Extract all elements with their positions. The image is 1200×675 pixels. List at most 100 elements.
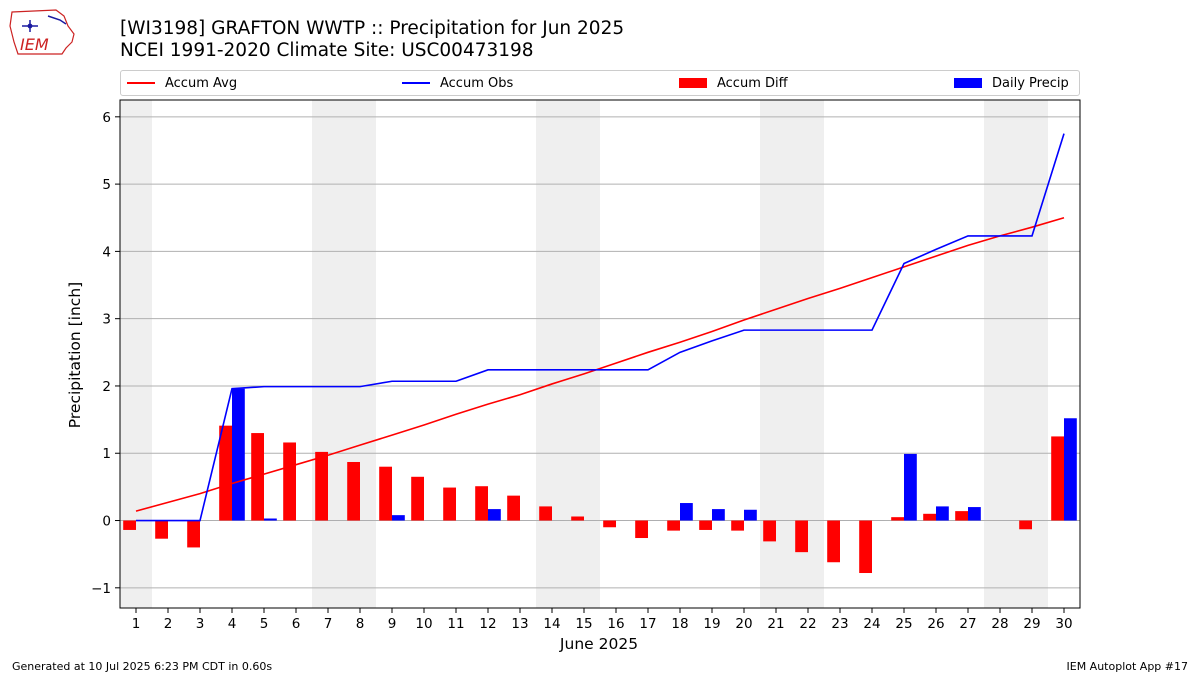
bar-daily-precip-day-25 [904,453,917,521]
chart-title: [WI3198] GRAFTON WWTP :: Precipitation f… [120,18,625,39]
bar-accum-diff-day-20 [731,520,744,531]
x-tick-label: 30 [1055,616,1072,632]
bar-accum-diff-day-16 [603,520,616,528]
y-tick-label: 6 [102,110,111,126]
bar-daily-precip-day-4 [232,388,245,521]
bar-daily-precip-day-27 [968,507,981,521]
y-axis-label: Precipitation [inch] [66,282,84,428]
y-tick-label: −1 [91,581,111,597]
legend-item-accum-obs: Accum Obs [402,71,513,95]
weekend-band-1 [120,100,152,608]
x-tick-label: 5 [260,616,269,632]
x-tick-label: 7 [324,616,333,632]
x-tick-label: 14 [543,616,560,632]
bar-accum-diff-day-3 [187,520,200,548]
x-tick-label: 8 [356,616,365,632]
x-tick-label: 6 [292,616,301,632]
bar-accum-diff-day-18 [667,520,680,531]
line-accum-obs [136,133,1065,522]
x-tick-label: 13 [511,616,528,632]
iem-logo: IEM [9,9,75,55]
weekend-shading [120,100,1048,608]
legend-item-accum-avg: Accum Avg [127,71,237,95]
y-tick-label: 0 [102,514,111,530]
bar-accum-diff-day-10 [411,476,424,521]
x-tick-label: 24 [863,616,880,632]
legend-swatch-accum-obs [402,82,430,84]
legend-swatch-daily-precip [954,78,982,88]
line-accum-avg [135,216,1065,512]
bar-accum-diff-day-26 [923,513,936,521]
bar-daily-precip-day-30 [1064,418,1077,521]
y-tick-label: 3 [102,312,111,328]
bar-daily-precip-day-18 [680,503,693,521]
x-tick-label: 15 [575,616,592,632]
legend-item-daily-precip: Daily Precip [954,71,1069,95]
bar-daily-precip-day-12 [488,509,501,521]
bar-accum-diff-day-6 [283,442,296,521]
bar-accum-diff-day-25 [891,517,904,521]
legend-label-accum-avg: Accum Avg [165,75,238,91]
bar-daily-precip-day-9 [392,515,405,521]
legend-swatch-accum-diff [679,78,707,88]
x-tick-label: 1 [132,616,141,632]
y-tick-label: 4 [102,244,111,260]
x-tick-label: 18 [671,616,688,632]
legend-label-accum-diff: Accum Diff [717,75,788,91]
x-tick-label: 21 [767,616,784,632]
bar-accum-diff-day-24 [859,520,872,574]
bar-accum-diff-day-12 [475,486,488,521]
legend-label-accum-obs: Accum Obs [440,75,514,91]
bar-accum-diff-day-13 [507,495,520,521]
x-tick-label: 29 [1023,616,1040,632]
x-tick-label: 2 [164,616,173,632]
bar-daily-precip-day-20 [744,509,757,521]
chart-legend: Accum Avg Accum Obs Accum Diff Daily Pre… [120,70,1080,96]
bar-accum-diff-day-7 [315,451,328,521]
x-tick-label: 23 [831,616,848,632]
legend-item-accum-diff: Accum Diff [679,71,788,95]
bar-accum-diff-day-8 [347,461,360,521]
bar-accum-diff-day-4 [219,425,232,521]
bar-accum-diff-day-22 [795,520,808,553]
bar-daily-precip-day-5 [264,518,277,521]
bar-accum-diff-day-17 [635,520,648,539]
grid-lines [120,116,1080,589]
x-tick-label: 4 [228,616,237,632]
x-tick-label: 12 [479,616,496,632]
bar-accum-diff-day-14 [539,506,552,521]
x-tick-label: 11 [447,616,464,632]
legend-label-daily-precip: Daily Precip [992,75,1069,91]
x-tick-label: 16 [607,616,624,632]
x-axis-label: June 2025 [559,635,638,653]
x-tick-label: 9 [388,616,397,632]
x-tick-label: 19 [703,616,720,632]
bar-accum-diff-day-11 [443,487,456,521]
footer-app: IEM Autoplot App #17 [1066,660,1189,673]
legend-swatch-accum-avg [127,82,155,84]
x-tick-label: 27 [959,616,976,632]
weekend-band-5 [984,100,1048,608]
x-tick-label: 25 [895,616,912,632]
bars [123,388,1077,574]
bar-accum-diff-day-1 [123,520,136,530]
plot-frame [119,99,1081,609]
svg-text:IEM: IEM [20,35,49,54]
bar-daily-precip-day-19 [712,509,725,521]
bar-accum-diff-day-9 [379,466,392,521]
bar-accum-diff-day-30 [1051,436,1064,521]
weekend-band-3 [536,100,600,608]
lines [135,133,1065,522]
y-tick-label: 5 [102,177,111,193]
x-tick-label: 26 [927,616,944,632]
bar-accum-diff-day-27 [955,511,968,521]
bar-accum-diff-day-15 [571,516,584,521]
chart-subtitle: NCEI 1991-2020 Climate Site: USC00473198 [120,40,534,61]
x-tick-label: 28 [991,616,1008,632]
y-tick-label: 1 [102,446,111,462]
x-tick-label: 17 [639,616,656,632]
bar-accum-diff-day-19 [699,520,712,530]
bar-accum-diff-day-21 [763,520,776,542]
